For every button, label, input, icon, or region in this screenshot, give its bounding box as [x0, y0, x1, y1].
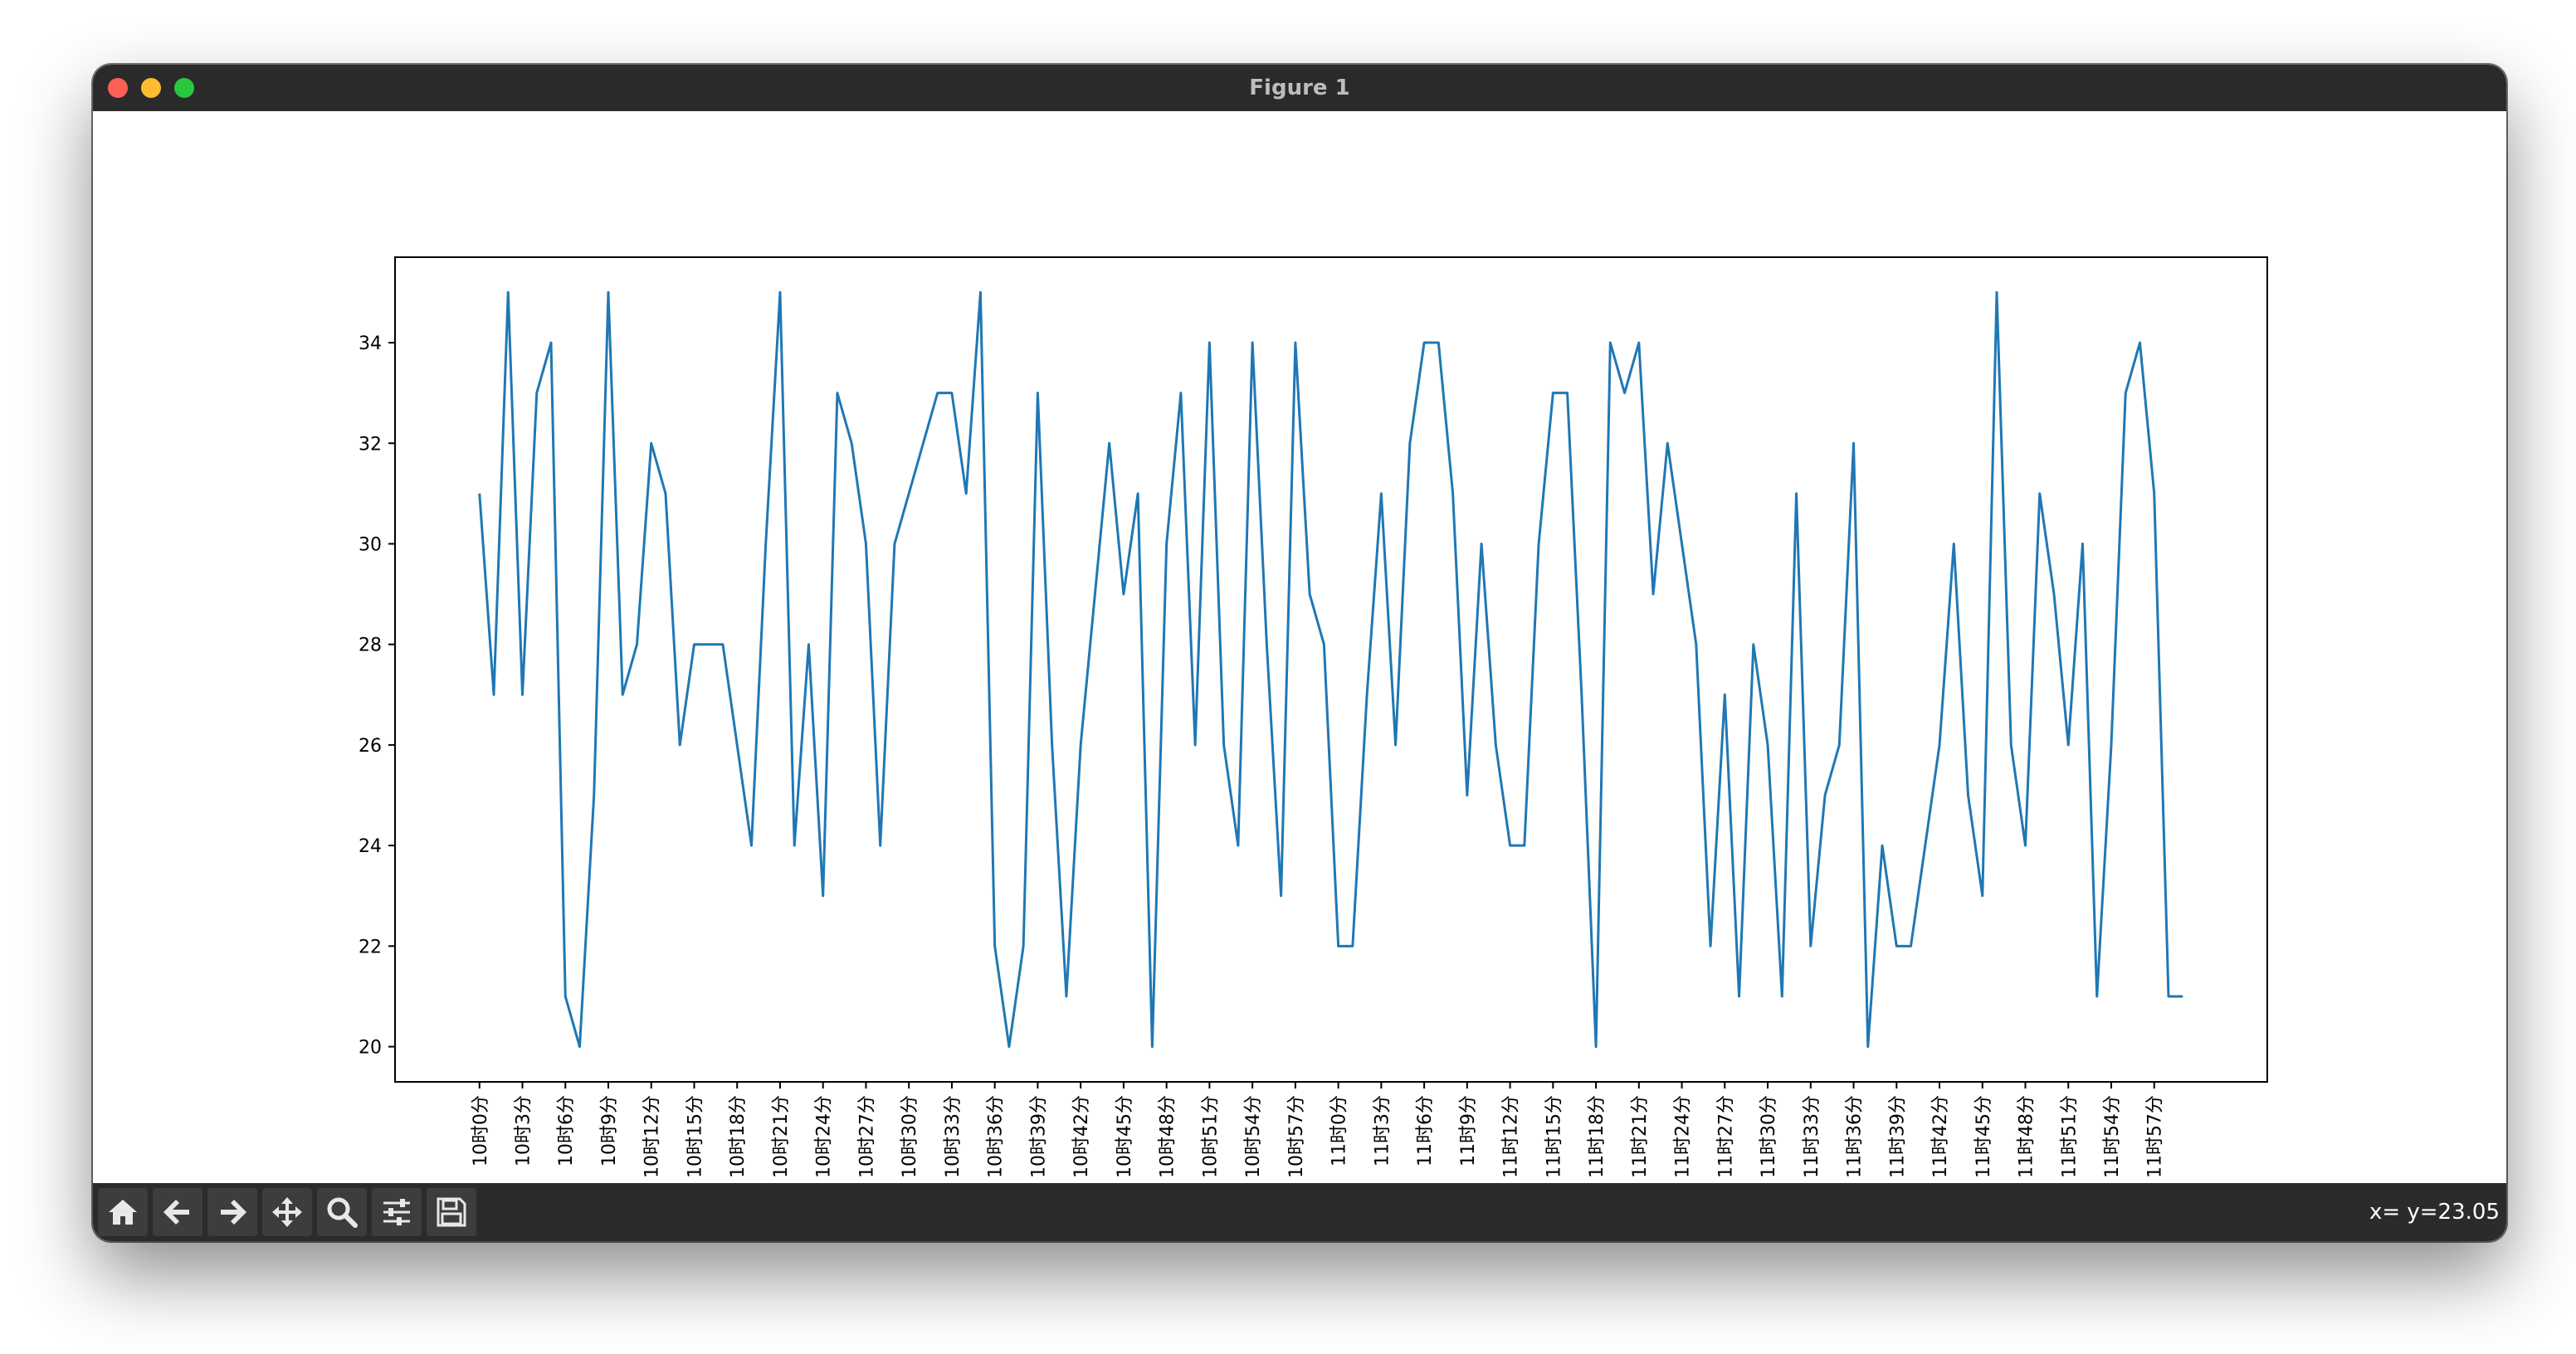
y-tick-label: 32 [359, 434, 382, 455]
y-tick-label: 28 [359, 636, 382, 656]
x-tick-label: 11时39分 [1887, 1095, 1908, 1178]
figure-window: Figure 1 20 22 24 26 28 30 32 34 10时0分 10时3分 10时6分… [93, 65, 2506, 1241]
y-tick-label: 34 [359, 334, 382, 354]
y-tick-label: 24 [359, 836, 382, 857]
x-tick-label: 10时24分 [814, 1095, 835, 1178]
configure-subplots-icon [383, 1199, 410, 1225]
title-bar: Figure 1 [93, 65, 2506, 113]
x-tick-label: 11时51分 [2059, 1095, 2080, 1178]
x-tick-label: 11时45分 [1973, 1095, 1994, 1178]
pan-icon [272, 1197, 302, 1227]
x-tick-label: 10时9分 [599, 1095, 620, 1166]
back-arrow-icon [163, 1200, 189, 1225]
minimize-window-button[interactable] [141, 78, 161, 98]
x-tick-label: 11时21分 [1630, 1095, 1651, 1178]
x-tick-label: 10时21分 [771, 1095, 792, 1178]
x-tick-label: 10时42分 [1071, 1095, 1092, 1178]
x-tick-label: 10时18分 [728, 1095, 749, 1178]
pan-button[interactable] [262, 1188, 312, 1236]
figure-canvas[interactable]: 20 22 24 26 28 30 32 34 10时0分 10时3分 10时6分 10时9分 10时1… [93, 111, 2506, 1183]
zoom-button[interactable] [317, 1188, 367, 1236]
back-button[interactable] [153, 1188, 202, 1236]
x-tick-label: 10时48分 [1158, 1095, 1178, 1178]
navigation-toolbar: x= y=23.05 [93, 1183, 2506, 1241]
y-tick-label: 30 [359, 534, 382, 555]
line-chart: 20 22 24 26 28 30 32 34 10时0分 10时3分 10时6分 10时9分 10时1… [359, 256, 2268, 1178]
x-tick-label: 11时18分 [1587, 1095, 1608, 1178]
x-tick-label: 11时6分 [1415, 1095, 1436, 1166]
x-tick-label: 10时54分 [1243, 1095, 1264, 1178]
x-tick-label: 10时57分 [1286, 1095, 1307, 1178]
x-tick-label: 11时9分 [1458, 1095, 1479, 1166]
x-tick-label: 10时45分 [1115, 1095, 1135, 1178]
x-tick-label: 10时6分 [556, 1095, 577, 1166]
forward-arrow-icon [221, 1200, 246, 1225]
y-tick-label: 20 [359, 1038, 382, 1059]
x-tick-label: 10时12分 [642, 1095, 663, 1178]
x-tick-label: 11时3分 [1372, 1095, 1393, 1166]
forward-button[interactable] [207, 1188, 257, 1236]
cursor-coordinates: x= y=23.05 [2369, 1200, 2500, 1225]
x-tick-label: 10时30分 [900, 1095, 920, 1178]
x-tick-label: 11时54分 [2102, 1095, 2123, 1178]
y-tick-label: 26 [359, 736, 382, 757]
home-button[interactable] [98, 1188, 148, 1236]
save-icon [437, 1197, 466, 1227]
x-tick-label: 10时33分 [943, 1095, 964, 1178]
x-tick-label: 11时57分 [2145, 1095, 2166, 1178]
x-tick-label: 10时39分 [1028, 1095, 1049, 1178]
window-title: Figure 1 [1249, 75, 1350, 100]
configure-subplots-button[interactable] [372, 1188, 422, 1236]
axes-frame [394, 256, 2268, 1083]
x-tick-label: 11时48分 [2017, 1095, 2037, 1178]
x-tick-label: 10时51分 [1200, 1095, 1221, 1178]
x-tick-label: 10时27分 [856, 1095, 877, 1178]
y-tick-label: 22 [359, 937, 382, 957]
x-tick-label: 10时3分 [514, 1095, 534, 1166]
x-tick-label: 10时15分 [685, 1095, 705, 1178]
x-tick-label: 11时12分 [1501, 1095, 1522, 1178]
close-window-button[interactable] [108, 78, 128, 98]
x-tick-label: 11时36分 [1845, 1095, 1866, 1178]
x-tick-label: 11时42分 [1930, 1095, 1951, 1178]
x-tick-label: 11时30分 [1759, 1095, 1779, 1178]
x-tick-label: 11时24分 [1673, 1095, 1694, 1178]
save-button[interactable] [427, 1188, 476, 1236]
x-tick-label: 11时15分 [1544, 1095, 1564, 1178]
data-line-series [478, 290, 2183, 1049]
x-tick-label: 10时0分 [471, 1095, 491, 1166]
x-tick-label: 11时33分 [1802, 1095, 1822, 1178]
maximize-window-button[interactable] [174, 78, 194, 98]
zoom-icon [327, 1197, 358, 1228]
x-tick-label: 11时27分 [1715, 1095, 1736, 1178]
home-icon [109, 1200, 137, 1225]
x-tick-label: 10时36分 [986, 1095, 1007, 1178]
x-tick-label: 11时0分 [1329, 1095, 1350, 1166]
